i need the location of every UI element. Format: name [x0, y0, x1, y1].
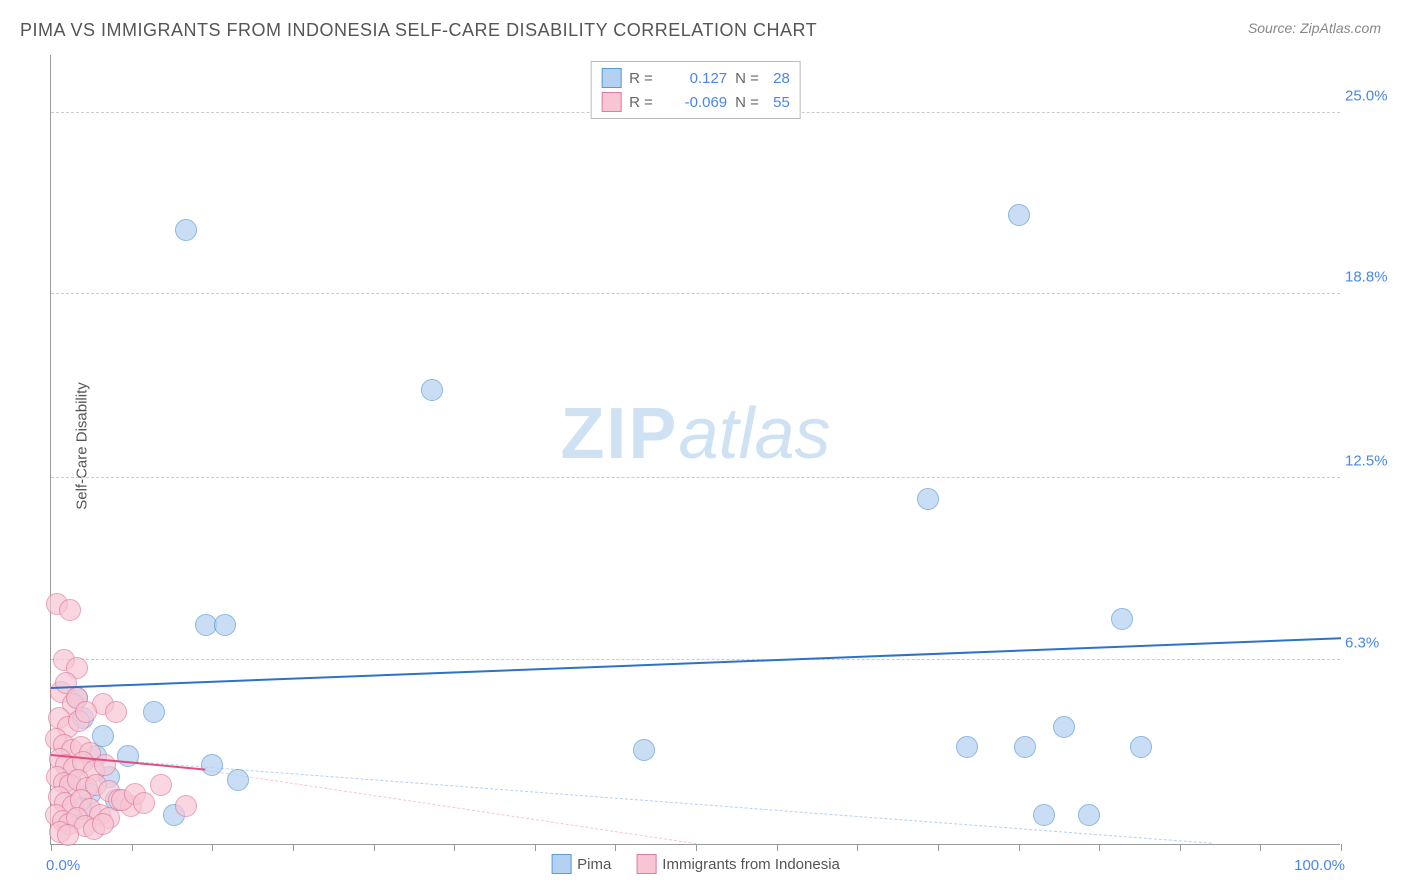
- data-point: [92, 813, 114, 835]
- legend-n-value: 55: [773, 94, 790, 111]
- data-point: [75, 701, 97, 723]
- legend-swatch: [636, 854, 656, 874]
- data-point: [1130, 736, 1152, 758]
- legend-row: R = 0.127 N = 28: [601, 66, 790, 90]
- data-point: [956, 736, 978, 758]
- data-point: [1053, 716, 1075, 738]
- chart-title: PIMA VS IMMIGRANTS FROM INDONESIA SELF-C…: [20, 20, 817, 41]
- data-point: [1111, 608, 1133, 630]
- x-tick: [1341, 844, 1342, 851]
- x-tick: [293, 844, 294, 851]
- x-tick: [132, 844, 133, 851]
- legend-r-value: 0.127: [667, 70, 727, 87]
- watermark: ZIPatlas: [560, 393, 830, 475]
- watermark-zip: ZIP: [560, 394, 678, 474]
- legend-item: Pima: [551, 854, 611, 874]
- data-point: [1078, 804, 1100, 826]
- trend-line-extrapolated: [206, 770, 696, 844]
- data-point: [59, 599, 81, 621]
- plot-area: ZIPatlas R =0.127N =28R =-0.069N =55 0.0…: [50, 55, 1340, 845]
- source-label: Source: ZipAtlas.com: [1248, 20, 1381, 36]
- x-tick: [374, 844, 375, 851]
- y-tick-label: 25.0%: [1345, 87, 1395, 104]
- x-axis-max-label: 100.0%: [1294, 857, 1345, 874]
- data-point: [143, 701, 165, 723]
- data-point: [227, 769, 249, 791]
- legend-r-label: R =: [629, 70, 659, 87]
- legend-n-value: 28: [773, 70, 790, 87]
- legend-label: Pima: [577, 856, 611, 873]
- x-tick: [454, 844, 455, 851]
- data-point: [421, 379, 443, 401]
- x-tick: [535, 844, 536, 851]
- data-point: [94, 754, 116, 776]
- data-point: [150, 774, 172, 796]
- data-point: [214, 614, 236, 636]
- y-tick-label: 6.3%: [1345, 634, 1395, 651]
- x-tick: [696, 844, 697, 851]
- data-point: [917, 488, 939, 510]
- data-point: [1008, 204, 1030, 226]
- legend-n-label: N =: [735, 94, 765, 111]
- data-point: [133, 792, 155, 814]
- y-tick-label: 18.8%: [1345, 268, 1395, 285]
- x-tick: [777, 844, 778, 851]
- x-tick: [615, 844, 616, 851]
- x-tick: [1099, 844, 1100, 851]
- data-point: [175, 219, 197, 241]
- x-tick: [1180, 844, 1181, 851]
- legend-row: R = -0.069 N = 55: [601, 90, 790, 114]
- x-tick: [51, 844, 52, 851]
- data-point: [175, 795, 197, 817]
- data-point: [57, 824, 79, 846]
- trend-line: [51, 637, 1341, 689]
- y-tick-label: 12.5%: [1345, 453, 1395, 470]
- data-point: [201, 754, 223, 776]
- legend-swatch: [601, 68, 621, 88]
- gridline: [51, 477, 1340, 478]
- legend-label: Immigrants from Indonesia: [662, 856, 840, 873]
- legend-r-value: -0.069: [667, 94, 727, 111]
- x-tick: [938, 844, 939, 851]
- x-tick: [1019, 844, 1020, 851]
- x-axis-min-label: 0.0%: [46, 857, 80, 874]
- series-legend: Pima Immigrants from Indonesia: [551, 854, 840, 874]
- data-point: [633, 739, 655, 761]
- legend-r-label: R =: [629, 94, 659, 111]
- data-point: [105, 701, 127, 723]
- data-point: [1033, 804, 1055, 826]
- gridline: [51, 659, 1340, 660]
- x-tick: [212, 844, 213, 851]
- x-tick: [857, 844, 858, 851]
- watermark-atlas: atlas: [678, 394, 830, 474]
- gridline: [51, 293, 1340, 294]
- data-point: [1014, 736, 1036, 758]
- x-tick: [1260, 844, 1261, 851]
- legend-item: Immigrants from Indonesia: [636, 854, 840, 874]
- trend-line-extrapolated: [51, 755, 1212, 844]
- correlation-legend: R = 0.127 N = 28 R = -0.069 N = 55: [590, 61, 801, 119]
- legend-swatch: [551, 854, 571, 874]
- legend-n-label: N =: [735, 70, 765, 87]
- legend-swatch: [601, 92, 621, 112]
